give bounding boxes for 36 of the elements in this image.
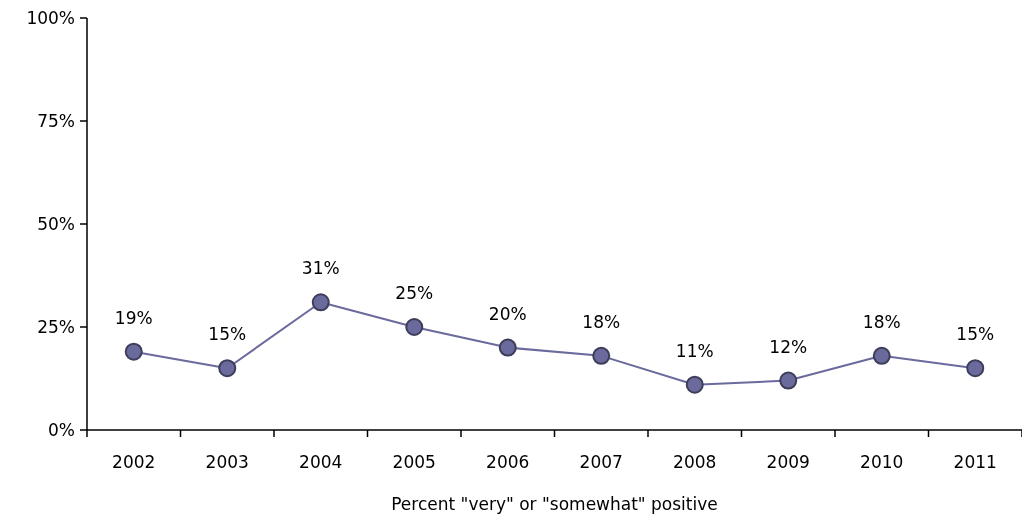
x-tick-label: 2009 (766, 452, 810, 472)
point (311, 293, 330, 312)
x-tick-label: 2003 (205, 452, 249, 472)
text: 15% (956, 324, 995, 345)
point (872, 346, 891, 365)
point (685, 375, 704, 394)
x-axis-title: Percent "very" or "somewhat" positive (391, 494, 718, 514)
text: 31% (301, 258, 340, 279)
text: 19% (114, 307, 153, 328)
x-tick-label: 2008 (673, 452, 717, 472)
text: 12% (769, 336, 808, 357)
x-tick-label: 2004 (299, 452, 343, 472)
y-tick-label: 100% (26, 7, 75, 28)
x-tick-label: 2011 (953, 452, 997, 472)
x-tick-label: 2006 (486, 452, 530, 472)
point (218, 359, 237, 378)
text: 18% (582, 311, 621, 332)
point (779, 371, 798, 390)
y-tick-label: 75% (37, 110, 75, 131)
point (966, 359, 985, 378)
text: 18% (862, 311, 901, 332)
x-tick-label: 2010 (860, 452, 904, 472)
x-tick-label: 2007 (579, 452, 623, 472)
x-tick-label: 2002 (112, 452, 156, 472)
y-tick-label: 25% (37, 316, 75, 337)
point (124, 342, 143, 361)
y-tick-label: 0% (48, 419, 75, 440)
text: 25% (395, 283, 434, 303)
point (498, 338, 517, 357)
x-tick-label: 2005 (392, 452, 436, 472)
point (592, 346, 611, 365)
y-tick-label: 50% (37, 213, 75, 234)
text: 20% (488, 303, 527, 324)
text: 15% (208, 324, 247, 345)
text: 11% (675, 340, 714, 361)
point (405, 318, 424, 336)
